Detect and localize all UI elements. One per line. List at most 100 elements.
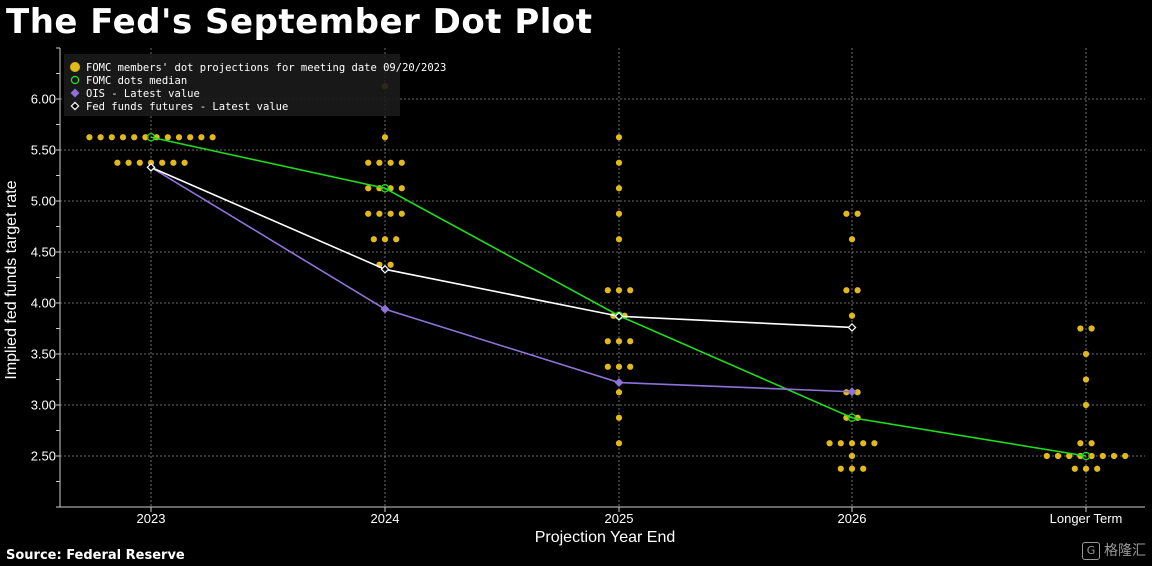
fomc-dot [604, 338, 611, 345]
fomc-dot [1088, 440, 1095, 447]
fomc-dot [627, 363, 634, 370]
median-line [150, 136, 1087, 457]
fomc-dot [615, 363, 623, 370]
fomc-dot [1082, 350, 1090, 358]
fomc-dot [1077, 440, 1084, 447]
fomc-dot [159, 159, 166, 166]
x-tick-label: 2023 [137, 511, 166, 526]
fomc-dot [119, 134, 127, 141]
fomc-dot [381, 134, 389, 141]
fomc-dot [615, 185, 623, 192]
fomc-dot [136, 159, 143, 166]
fomc-dot [627, 287, 634, 294]
futures-line [150, 166, 853, 329]
fomc-dot [615, 210, 623, 217]
dot-projections [86, 83, 1129, 472]
watermark-text: 格隆汇 [1104, 543, 1146, 559]
fomc-dot [1088, 325, 1095, 332]
source-note: Source: Federal Reserve [6, 548, 185, 563]
fomc-dot [615, 389, 623, 396]
y-tick-label: 3.00 [31, 398, 56, 413]
fomc-dot [209, 134, 216, 141]
fomc-dot [175, 134, 183, 141]
fomc-dot [381, 236, 389, 243]
fomc-dot [187, 134, 194, 141]
fomc-dot [1054, 452, 1062, 460]
fomc-dot [1082, 401, 1090, 409]
fomc-dot [398, 185, 405, 192]
median-marker [847, 413, 857, 422]
fomc-dot [848, 440, 856, 447]
series-lines [150, 136, 1087, 457]
fomc-dot [854, 287, 861, 294]
fomc-dot [1094, 465, 1101, 472]
axes: 2.50 3.00 3.50 4.00 4.50 5.00 5.50 6.00 2023 2024… [31, 47, 1145, 526]
fomc-dot [615, 338, 623, 345]
fomc-dot [615, 236, 623, 243]
fomc-dot [387, 261, 394, 268]
fomc-dot [1122, 452, 1129, 460]
fomc-dot [376, 210, 383, 217]
x-tick-label: 2025 [605, 511, 634, 526]
fomc-dot [1077, 325, 1084, 332]
y-axis-title: Implied fed funds target rate [3, 180, 20, 379]
legend-circle-icon [70, 75, 80, 85]
fomc-dot [387, 210, 394, 217]
fomc-dot [398, 210, 405, 217]
watermark: G 格隆汇 [1082, 540, 1146, 560]
fomc-dot [387, 159, 394, 166]
fomc-dot [871, 440, 878, 447]
ois-line [150, 166, 853, 393]
fomc-dot [97, 134, 104, 141]
fomc-dot [398, 159, 405, 166]
fomc-dot [1110, 452, 1118, 460]
fomc-dot [86, 134, 93, 141]
fomc-dot [627, 338, 634, 345]
futures-marker [380, 264, 390, 274]
y-tick-label: 5.00 [31, 194, 56, 209]
y-tick-label: 4.00 [31, 296, 56, 311]
watermark-logo-icon: G [1082, 542, 1100, 560]
fomc-dot [393, 236, 400, 243]
legend-dot-icon [70, 62, 80, 72]
grid [60, 48, 1145, 507]
legend: FOMC members' dot projections for meetin… [64, 54, 446, 116]
x-tick-label: 2024 [371, 511, 400, 526]
fomc-dot [131, 134, 138, 141]
fomc-dot [1071, 465, 1078, 472]
fomc-dot [1088, 452, 1095, 460]
fomc-dot [837, 440, 844, 447]
legend-label: Fed funds futures - Latest value [86, 101, 288, 113]
legend-diamond-icon [70, 88, 80, 98]
fomc-dot [198, 134, 205, 141]
y-tick-label: 3.50 [31, 347, 56, 362]
chart-title: The Fed's September Dot Plot [6, 2, 593, 42]
fomc-dot [365, 185, 372, 192]
futures-marker [146, 162, 156, 172]
fomc-dot [604, 363, 611, 370]
fomc-dot [615, 159, 623, 166]
fomc-dot [826, 440, 833, 447]
x-tick-label: Longer Term [1050, 511, 1123, 526]
legend-box [64, 54, 400, 116]
series-markers [146, 132, 1091, 461]
fomc-dot [376, 159, 383, 166]
fomc-dot [1082, 465, 1090, 472]
median-marker [146, 132, 156, 142]
legend-label: OIS - Latest value [86, 88, 200, 100]
legend-diamond-icon [70, 101, 80, 111]
legend-label: FOMC dots median [86, 75, 187, 87]
fomc-dot [365, 159, 372, 166]
ois-marker [380, 304, 390, 314]
ois-marker [847, 387, 857, 397]
fomc-dot [142, 134, 149, 141]
fomc-dot [615, 287, 623, 294]
fomc-dot [604, 287, 611, 294]
fomc-dot [365, 210, 372, 217]
fomc-dot [860, 440, 867, 447]
fomc-dot [615, 134, 623, 141]
fomc-dot [1043, 452, 1050, 460]
x-axis-title: Projection Year End [535, 529, 676, 546]
fomc-dot [843, 287, 850, 294]
